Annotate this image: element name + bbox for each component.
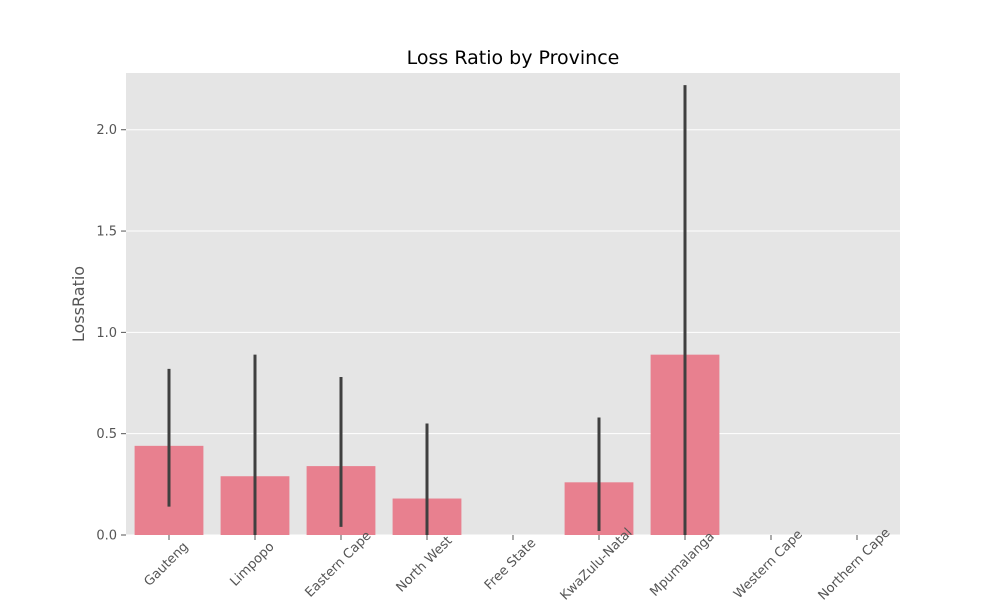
x-axis-ticks: Gauteng Limpopo Eastern Cape North West Free… (141, 526, 893, 600)
y-tick-label: 0.5 (96, 427, 117, 442)
y-axis-label: LossRatio (69, 266, 88, 342)
x-tick-label: Free State (482, 536, 539, 593)
x-tick-label: Northern Cape (816, 526, 894, 600)
error-bars (167, 85, 687, 535)
x-tick-label: Gauteng (141, 539, 191, 589)
y-tick-label: 1.5 (96, 225, 117, 240)
plot-area (126, 73, 900, 535)
y-tick-label: 2.0 (96, 123, 117, 138)
x-tick-label: North West (394, 534, 456, 596)
chart-title: Loss Ratio by Province (407, 47, 620, 69)
x-tick-label: Eastern Cape (303, 529, 375, 600)
x-tick-label: Limpopo (227, 539, 277, 589)
y-tick-label: 1.0 (96, 326, 117, 341)
x-tick-label: KwaZulu-Natal (558, 526, 636, 600)
y-axis-ticks: 0.0 0.5 1.0 1.5 2.0 (96, 123, 126, 544)
y-tick-label: 0.0 (96, 529, 117, 544)
x-tick-label: Western Cape (731, 527, 806, 600)
x-tick-label: Mpumalanga (647, 529, 717, 599)
